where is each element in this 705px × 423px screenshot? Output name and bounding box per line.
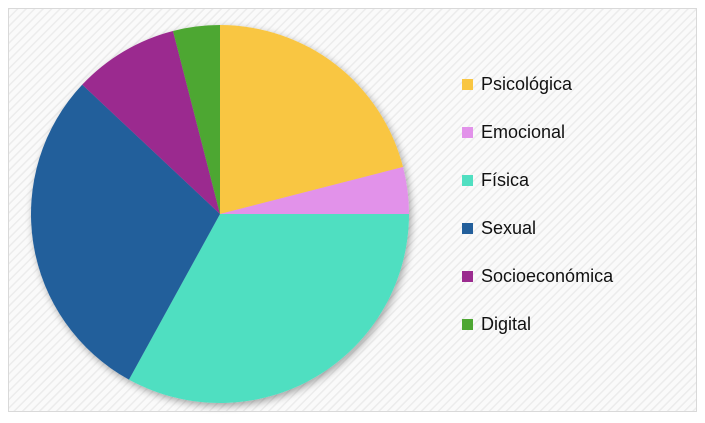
legend-label: Socioeconómica: [481, 266, 614, 286]
pie: [31, 25, 410, 403]
legend-swatch: [462, 79, 473, 90]
pie-slice: [128, 214, 410, 403]
legend-label: Digital: [481, 314, 531, 334]
pie-slice: [220, 166, 409, 214]
pie-slice: [82, 30, 220, 215]
legend-swatch: [462, 319, 473, 330]
legend-swatch: [462, 271, 473, 282]
legend-swatch: [462, 175, 473, 186]
pie-slice: [172, 25, 220, 214]
legend-label: Psicológica: [481, 74, 573, 94]
legend-label: Física: [481, 170, 530, 190]
legend-label: Sexual: [481, 218, 536, 238]
legend-swatch: [462, 127, 473, 138]
legend-label: Emocional: [481, 122, 565, 142]
pie-slice: [31, 84, 220, 380]
legend-swatch: [462, 223, 473, 234]
pie-slice: [220, 25, 404, 214]
